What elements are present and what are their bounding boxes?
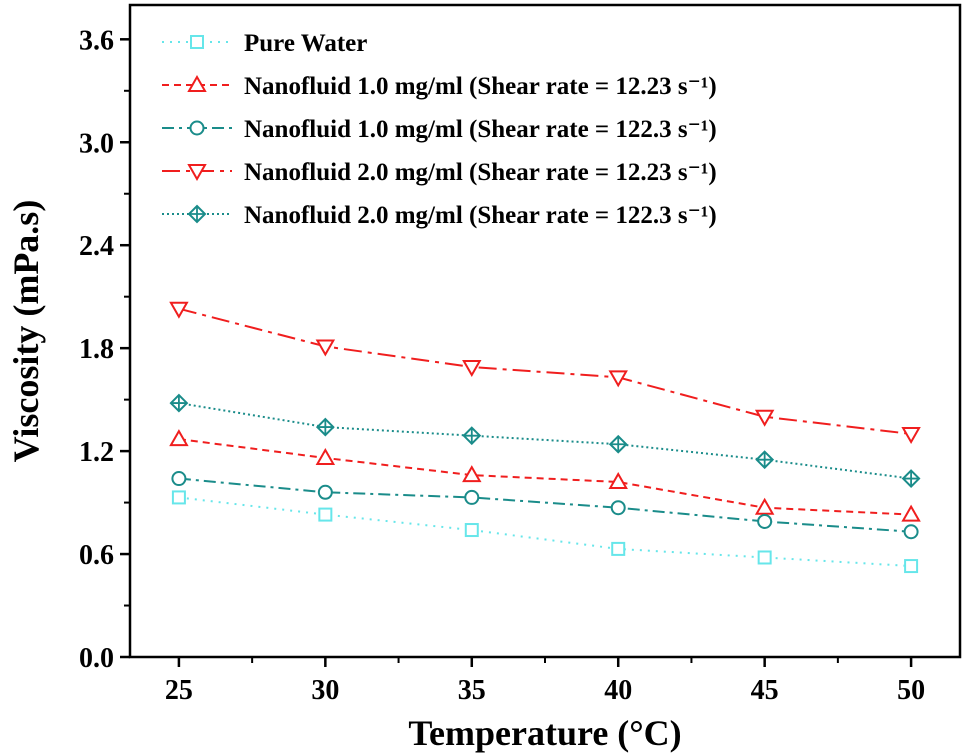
data-point <box>171 490 186 505</box>
data-point <box>757 513 773 529</box>
data-point-cross <box>317 419 334 436</box>
legend-marker <box>189 120 205 136</box>
data-point <box>171 471 187 487</box>
data-point <box>315 447 336 465</box>
legend-label: Pure Water <box>244 30 367 57</box>
series-3 <box>171 471 919 540</box>
series-group <box>169 301 921 574</box>
y-axis-label: Viscosity (mPa.s) <box>6 200 46 463</box>
series-4 <box>169 301 921 444</box>
legend: Pure Water Nanofluid 1.0 mg/ml (Shear rat… <box>162 30 717 229</box>
legend-marker <box>190 35 204 49</box>
x-tick-label: 25 <box>165 675 193 706</box>
data-point <box>754 497 775 515</box>
series-line <box>178 402 912 480</box>
data-point-cross <box>756 451 773 468</box>
data-point <box>315 339 336 357</box>
legend-item: Pure Water <box>162 30 367 57</box>
series-line <box>178 307 912 435</box>
series-5 <box>169 393 921 488</box>
data-point <box>317 484 333 500</box>
legend-label: Nanofluid 2.0 mg/ml (Shear rate = 12.23 … <box>244 159 717 186</box>
legend-item: Nanofluid 2.0 mg/ml (Shear rate = 12.23 … <box>162 159 717 186</box>
series-2 <box>169 429 921 522</box>
x-axis-label: Temperature (°C) <box>408 713 681 753</box>
x-tick-label: 40 <box>604 675 632 706</box>
series-line <box>178 438 912 516</box>
data-point <box>757 550 772 565</box>
data-point <box>169 301 189 319</box>
x-tick-label: 30 <box>311 675 339 706</box>
plot-frame <box>128 3 962 659</box>
data-point <box>901 426 921 444</box>
legend-item: Nanofluid 2.0 mg/ml (Shear rate = 122.3 … <box>162 202 717 229</box>
data-point <box>169 429 189 447</box>
data-point-cross <box>170 395 187 412</box>
y-tick-label: 0.6 <box>79 540 114 571</box>
data-point <box>904 559 919 574</box>
data-point <box>901 504 921 522</box>
legend-label: Nanofluid 2.0 mg/ml (Shear rate = 122.3 … <box>244 202 717 229</box>
y-tick-label: 1.8 <box>79 334 114 365</box>
x-tick-label: 35 <box>458 675 486 706</box>
legend-label: Nanofluid 1.0 mg/ml (Shear rate = 12.23 … <box>244 73 717 100</box>
data-point <box>608 471 628 489</box>
y-tick-label: 1.2 <box>79 437 114 468</box>
data-point <box>610 500 626 516</box>
data-point-cross <box>903 470 920 487</box>
legend-marker <box>187 74 207 92</box>
data-point-cross <box>463 427 480 444</box>
data-point <box>608 370 628 388</box>
data-point <box>611 541 626 556</box>
legend-label: Nanofluid 1.0 mg/ml (Shear rate = 122.3 … <box>244 116 717 143</box>
x-tick-label: 50 <box>897 675 925 706</box>
x-tick-label: 45 <box>751 675 779 706</box>
legend-marker-cross <box>189 206 205 222</box>
axes: 25 30 35 40 45 50 0.0 0.6 1.2 1.8 2.4 3.0 3.6 <box>79 3 962 706</box>
y-tick-label: 3.0 <box>79 128 114 159</box>
data-point <box>464 489 480 505</box>
series-line <box>178 477 912 533</box>
data-point <box>462 360 482 378</box>
legend-item: Nanofluid 1.0 mg/ml (Shear rate = 122.3 … <box>162 116 717 143</box>
data-point-cross <box>610 436 627 453</box>
legend-item: Nanofluid 1.0 mg/ml (Shear rate = 12.23 … <box>162 73 717 100</box>
data-point <box>462 465 482 483</box>
legend-marker <box>187 164 207 182</box>
data-point <box>318 507 333 522</box>
y-tick-label: 3.6 <box>79 25 114 56</box>
data-point <box>754 409 775 427</box>
y-tick-label: 2.4 <box>79 231 114 262</box>
y-tick-label: 0.0 <box>79 643 114 674</box>
data-point <box>464 523 479 538</box>
series-line <box>178 496 912 568</box>
series-1 <box>171 490 919 574</box>
data-point <box>903 524 919 540</box>
